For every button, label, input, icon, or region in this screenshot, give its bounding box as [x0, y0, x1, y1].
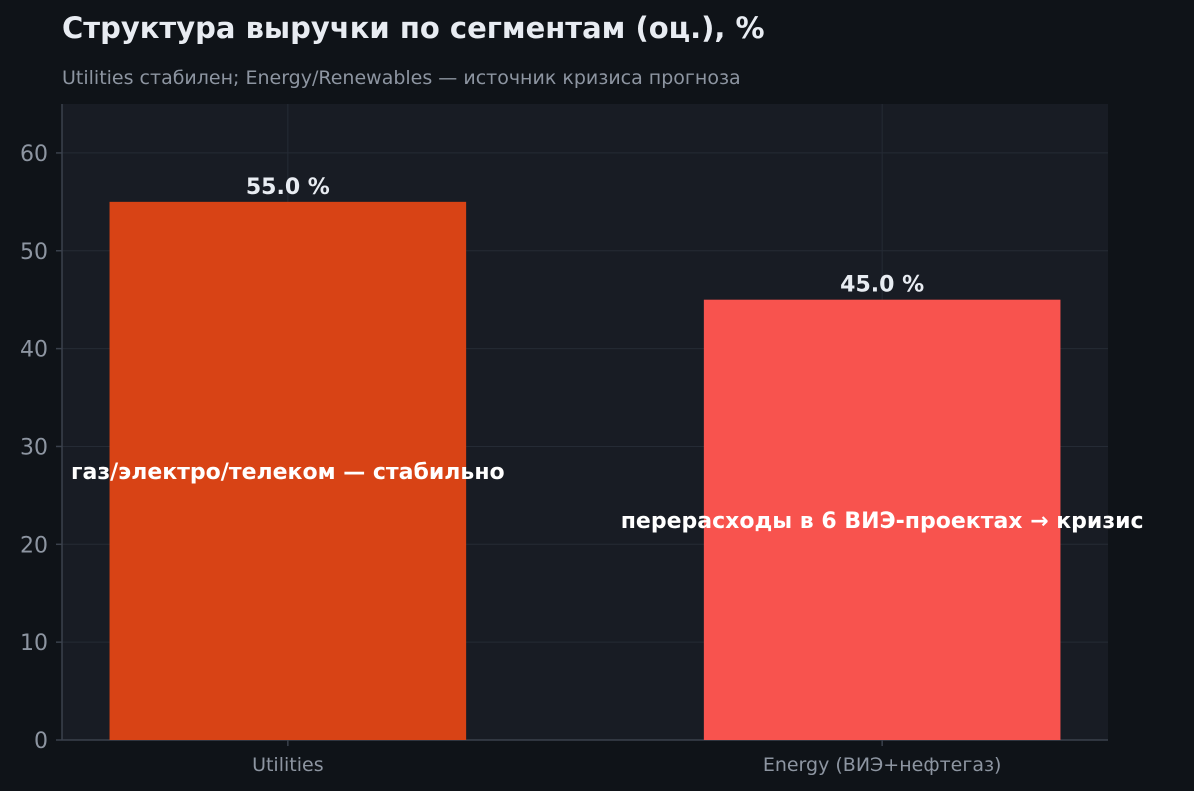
y-tick-label: 50 [20, 240, 48, 265]
bar [703, 299, 1061, 740]
x-tick-label: Utilities [252, 754, 324, 776]
bar-annotation: газ/электро/телеком — стабильно [71, 460, 505, 485]
labels-layer: 55.0 % 45.0 % газ/электро/телеком — стабил… [71, 175, 1144, 534]
x-tick-label: Energy (ВИЭ+нефтегаз) [763, 754, 1002, 776]
chart-subtitle: Utilities стабилен; Energy/Renewables — … [62, 67, 741, 89]
bar [109, 201, 467, 740]
data-label: 55.0 % [246, 175, 330, 200]
y-tick-label: 60 [20, 142, 48, 167]
bar-annotation: перерасходы в 6 ВИЭ-проектах → кризис [621, 509, 1144, 534]
y-tick-label: 40 [20, 338, 48, 363]
y-tick-label: 0 [34, 729, 48, 754]
y-tick-label: 30 [20, 435, 48, 460]
bars-layer [109, 201, 1061, 740]
data-label: 45.0 % [840, 273, 924, 298]
y-tick-label: 10 [20, 631, 48, 656]
axis-layer: 0 10 20 30 40 50 60 Utilities Energy (ВИЭ+нефтег… [20, 104, 1108, 776]
y-tick-label: 20 [20, 533, 48, 558]
chart-title: Структура выручки по сегментам (оц.), % [62, 11, 765, 45]
